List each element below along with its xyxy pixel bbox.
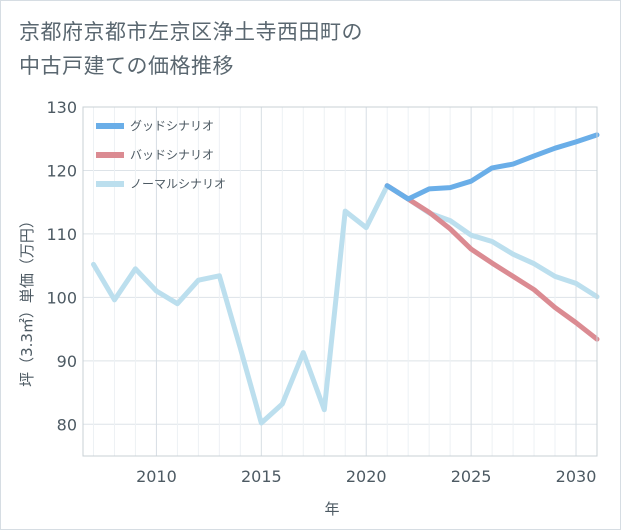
x-tick-label-2015: 2015 xyxy=(241,467,282,486)
x-tick-label-2030: 2030 xyxy=(556,467,597,486)
y-tick-label-110: 110 xyxy=(46,225,77,244)
plot-area-frame xyxy=(82,106,598,457)
y-tick-label-120: 120 xyxy=(46,161,77,180)
y-tick-label-80: 80 xyxy=(57,415,77,434)
x-tick-label-2020: 2020 xyxy=(346,467,387,486)
x-axis-label: 年 xyxy=(324,500,339,518)
legend-label-bad: バッドシナリオ xyxy=(130,148,214,162)
series-line-good xyxy=(384,132,600,202)
y-axis-label: 坪（3.3㎡）単価（万円） xyxy=(18,213,36,387)
series-lines xyxy=(91,132,600,426)
grid xyxy=(83,106,598,456)
chart-title-line2: 中古戸建ての価格推移 xyxy=(19,54,234,78)
legend-label-good: グッドシナリオ xyxy=(130,119,214,133)
x-tick-label-2010: 2010 xyxy=(136,467,177,486)
x-tick-label-2025: 2025 xyxy=(451,467,492,486)
y-tick-label-130: 130 xyxy=(46,98,77,117)
chart-title-line1: 京都府京都市左京区浄土寺西田町の xyxy=(19,20,363,44)
x-tick-labels: 2010 2015 2020 2025 2030 xyxy=(136,467,596,486)
chart-title: 京都府京都市左京区浄土寺西田町の 中古戸建ての価格推移 xyxy=(19,15,599,83)
y-tick-label-90: 90 xyxy=(57,352,77,371)
series-line-bad xyxy=(384,183,600,342)
y-tick-label-100: 100 xyxy=(46,288,77,307)
legend-label-normal: ノーマルシナリオ xyxy=(130,177,226,191)
series-line-normal xyxy=(91,183,600,426)
y-tick-labels: 80 90 100 110 120 130 xyxy=(46,98,77,434)
